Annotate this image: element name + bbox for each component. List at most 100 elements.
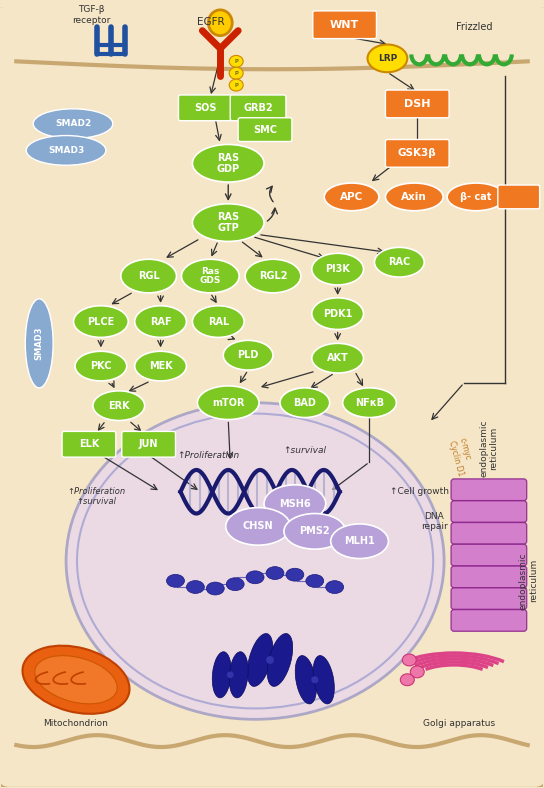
Text: AKT: AKT — [327, 353, 349, 363]
Ellipse shape — [313, 656, 335, 704]
Text: Golgi apparatus: Golgi apparatus — [423, 719, 495, 728]
Text: ERK: ERK — [108, 400, 129, 411]
Ellipse shape — [324, 183, 379, 210]
Ellipse shape — [267, 634, 293, 686]
Ellipse shape — [312, 253, 363, 285]
Text: RAS
GTP: RAS GTP — [217, 212, 239, 233]
Ellipse shape — [226, 507, 290, 545]
Ellipse shape — [206, 582, 224, 595]
Ellipse shape — [245, 259, 301, 293]
Text: RAS
GDP: RAS GDP — [217, 153, 240, 173]
Ellipse shape — [212, 652, 231, 698]
Ellipse shape — [93, 391, 145, 421]
Ellipse shape — [208, 10, 232, 35]
Ellipse shape — [193, 204, 264, 241]
Ellipse shape — [223, 340, 273, 370]
FancyBboxPatch shape — [230, 95, 286, 121]
Text: SOS: SOS — [194, 103, 217, 113]
Ellipse shape — [284, 514, 345, 549]
Text: Axin: Axin — [401, 192, 427, 202]
Ellipse shape — [73, 306, 128, 337]
Text: Ras
GDS: Ras GDS — [200, 266, 221, 285]
Ellipse shape — [400, 674, 415, 686]
Text: DNA
repair: DNA repair — [421, 511, 448, 531]
Text: Mitochondrion: Mitochondrion — [44, 719, 108, 728]
Ellipse shape — [343, 388, 397, 418]
Ellipse shape — [229, 67, 243, 79]
Text: c-myc
Cyclin D1: c-myc Cyclin D1 — [447, 437, 475, 478]
FancyBboxPatch shape — [0, 3, 544, 788]
FancyBboxPatch shape — [385, 139, 449, 167]
Text: MSH6: MSH6 — [279, 499, 311, 508]
Text: WNT: WNT — [330, 20, 359, 30]
Ellipse shape — [229, 652, 248, 698]
Text: GRB2: GRB2 — [243, 103, 273, 113]
Text: PDK1: PDK1 — [323, 309, 353, 318]
FancyBboxPatch shape — [451, 566, 527, 588]
FancyBboxPatch shape — [451, 545, 527, 566]
Text: PKC: PKC — [90, 361, 112, 371]
Ellipse shape — [374, 247, 424, 277]
Text: β-cat: β-cat — [488, 192, 516, 202]
Text: EGFR: EGFR — [196, 17, 224, 27]
Text: RGL: RGL — [138, 271, 159, 281]
Text: DSH: DSH — [404, 99, 430, 109]
FancyBboxPatch shape — [238, 117, 292, 142]
FancyBboxPatch shape — [385, 90, 449, 117]
FancyBboxPatch shape — [313, 11, 376, 39]
Text: LRP: LRP — [378, 54, 397, 63]
Ellipse shape — [193, 306, 244, 337]
Ellipse shape — [447, 183, 505, 210]
Text: Frizzled: Frizzled — [456, 22, 492, 32]
Text: PLCE: PLCE — [87, 317, 114, 326]
Ellipse shape — [312, 344, 363, 373]
Text: P: P — [234, 71, 238, 76]
Text: PLD: PLD — [237, 350, 259, 360]
FancyBboxPatch shape — [178, 95, 232, 121]
Ellipse shape — [248, 634, 273, 686]
Text: ↑Proliferation
↑survival: ↑Proliferation ↑survival — [67, 487, 125, 507]
Ellipse shape — [33, 109, 113, 139]
Ellipse shape — [312, 298, 363, 329]
Ellipse shape — [26, 136, 106, 165]
Ellipse shape — [264, 485, 326, 522]
Text: SMAD2: SMAD2 — [55, 119, 91, 128]
Text: ↑Cell growth: ↑Cell growth — [390, 487, 449, 496]
Text: APC: APC — [340, 192, 363, 202]
Ellipse shape — [227, 671, 233, 678]
Ellipse shape — [226, 578, 244, 591]
Text: RAC: RAC — [388, 257, 411, 267]
FancyBboxPatch shape — [451, 588, 527, 609]
Ellipse shape — [286, 568, 304, 581]
Text: mTOR: mTOR — [212, 398, 244, 407]
FancyBboxPatch shape — [451, 609, 527, 631]
Ellipse shape — [306, 574, 324, 587]
Text: MLH1: MLH1 — [344, 536, 375, 546]
Ellipse shape — [121, 259, 176, 293]
FancyBboxPatch shape — [451, 522, 527, 545]
FancyBboxPatch shape — [498, 185, 540, 209]
Ellipse shape — [197, 386, 259, 419]
Ellipse shape — [229, 55, 243, 67]
Text: TGF-β
receptor: TGF-β receptor — [72, 6, 110, 24]
Text: RAL: RAL — [208, 317, 229, 326]
Ellipse shape — [182, 259, 239, 293]
Text: SMAD3: SMAD3 — [35, 326, 44, 360]
Text: PMS2: PMS2 — [299, 526, 330, 537]
Ellipse shape — [246, 571, 264, 584]
Text: CHSN: CHSN — [243, 522, 274, 531]
Ellipse shape — [187, 581, 205, 593]
FancyBboxPatch shape — [62, 431, 116, 457]
Text: SMAD3: SMAD3 — [48, 146, 84, 155]
Text: SMC: SMC — [253, 125, 277, 135]
Ellipse shape — [368, 45, 407, 72]
Text: ↑Proliferation: ↑Proliferation — [177, 451, 239, 459]
Ellipse shape — [22, 645, 129, 714]
FancyBboxPatch shape — [122, 431, 176, 457]
Ellipse shape — [295, 656, 317, 704]
Text: ELK: ELK — [79, 439, 99, 449]
Ellipse shape — [385, 183, 443, 210]
Text: JUN: JUN — [139, 439, 158, 449]
Ellipse shape — [166, 574, 184, 587]
Ellipse shape — [25, 299, 53, 388]
